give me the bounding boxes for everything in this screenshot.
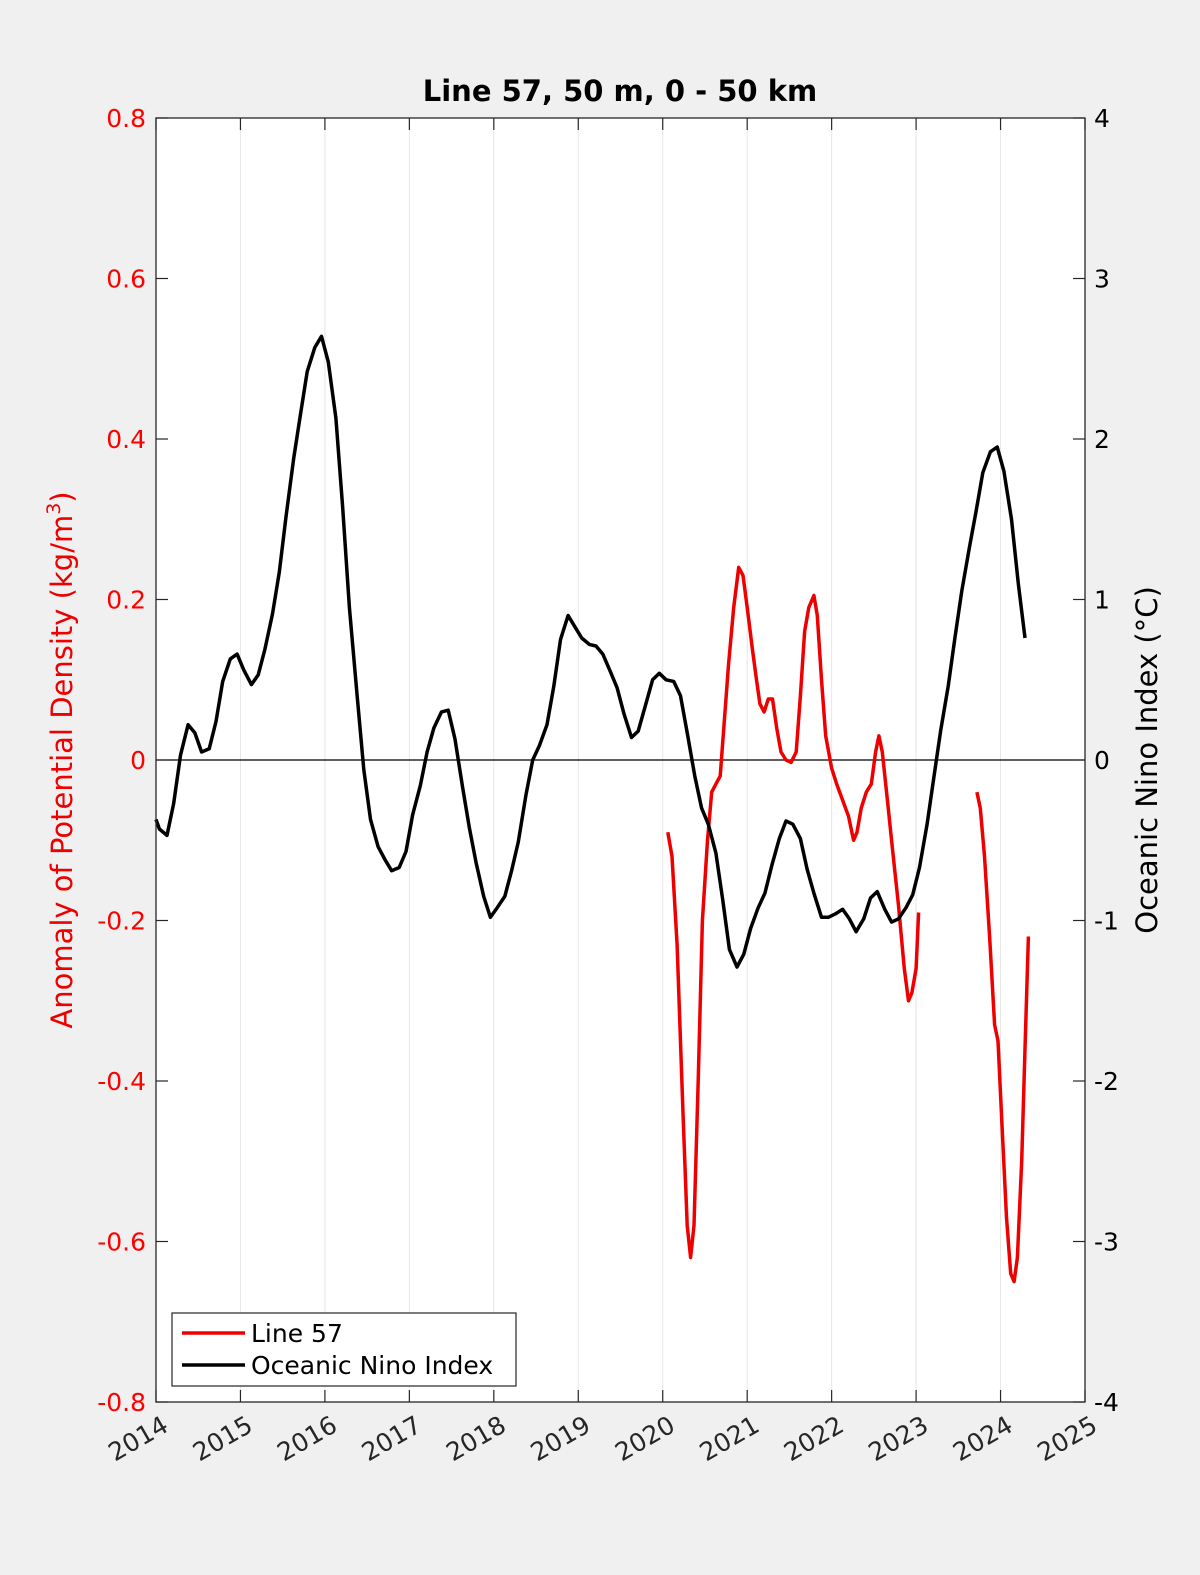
x-tick-label-2023: 2023 (863, 1410, 933, 1467)
y-right-tick-label-1: 1 (1094, 586, 1110, 615)
y-right-tick-label-2: 2 (1094, 425, 1110, 454)
y-right-tick-label-3: 3 (1094, 265, 1110, 294)
y-axis-left-label-superscript: 3 (43, 503, 65, 515)
y-axis-right-label: Oceanic Nino Index (°C) (1130, 586, 1164, 934)
y-left-tick-label-0.2: 0.2 (106, 586, 146, 615)
legend-label-line-57: Line 57 (251, 1319, 343, 1348)
x-tick-label-2019: 2019 (526, 1410, 596, 1467)
y-axis-left-label-prefix: Anomaly of Potential Density (kg/m (45, 515, 79, 1029)
x-tick-label-2018: 2018 (441, 1410, 511, 1467)
y-axis-left-label-suffix: ) (45, 491, 79, 502)
y-left-tick-label-0.8: 0.8 (106, 104, 146, 133)
series-oni-segment-0 (154, 334, 1027, 969)
y-right-tick-label-4: 4 (1094, 104, 1110, 133)
legend: Line 57 Oceanic Nino Index (171, 1312, 517, 1387)
x-tick-label-2017: 2017 (357, 1410, 427, 1467)
y-left-tick-label-0: 0 (130, 746, 146, 775)
x-tick-label-2015: 2015 (188, 1410, 258, 1467)
x-tick-label-2020: 2020 (610, 1410, 680, 1467)
x-tick-label-2025: 2025 (1032, 1410, 1102, 1467)
y-right-tick-label-0: 0 (1094, 746, 1110, 775)
tick-labels: 2014 2015 2016 2017 2018 2019 2020 2021 2022 2023… (97, 104, 1119, 1467)
y-right-tick-label--1: -1 (1094, 907, 1119, 936)
chart-title: Line 57, 50 m, 0 - 50 km (423, 74, 817, 108)
y-left-tick-label-0.4: 0.4 (106, 425, 146, 454)
x-tick-label-2024: 2024 (948, 1410, 1018, 1467)
x-tick-label-2016: 2016 (272, 1410, 342, 1467)
y-axis-left-label: Anomaly of Potential Density (kg/m3) (43, 491, 79, 1028)
series-layer (154, 334, 1031, 1284)
y-right-tick-label--2: -2 (1094, 1067, 1119, 1096)
series-line-57-segment-1 (975, 791, 1031, 1284)
y-left-tick-label--0.6: -0.6 (97, 1228, 146, 1257)
y-left-tick-label-0.6: 0.6 (106, 265, 146, 294)
y-right-tick-label--4: -4 (1094, 1388, 1119, 1417)
y-left-tick-label--0.8: -0.8 (97, 1388, 146, 1417)
legend-label-oni: Oceanic Nino Index (251, 1351, 493, 1380)
tick-marks (155, 117, 1086, 1403)
y-left-tick-label--0.2: -0.2 (97, 907, 146, 936)
y-right-tick-label--3: -3 (1094, 1228, 1119, 1257)
y-left-tick-label--0.4: -0.4 (97, 1067, 146, 1096)
x-tick-label-2014: 2014 (103, 1410, 173, 1467)
legend-box (171, 1312, 517, 1387)
x-tick-label-2022: 2022 (779, 1410, 849, 1467)
x-tick-label-2021: 2021 (695, 1410, 765, 1467)
